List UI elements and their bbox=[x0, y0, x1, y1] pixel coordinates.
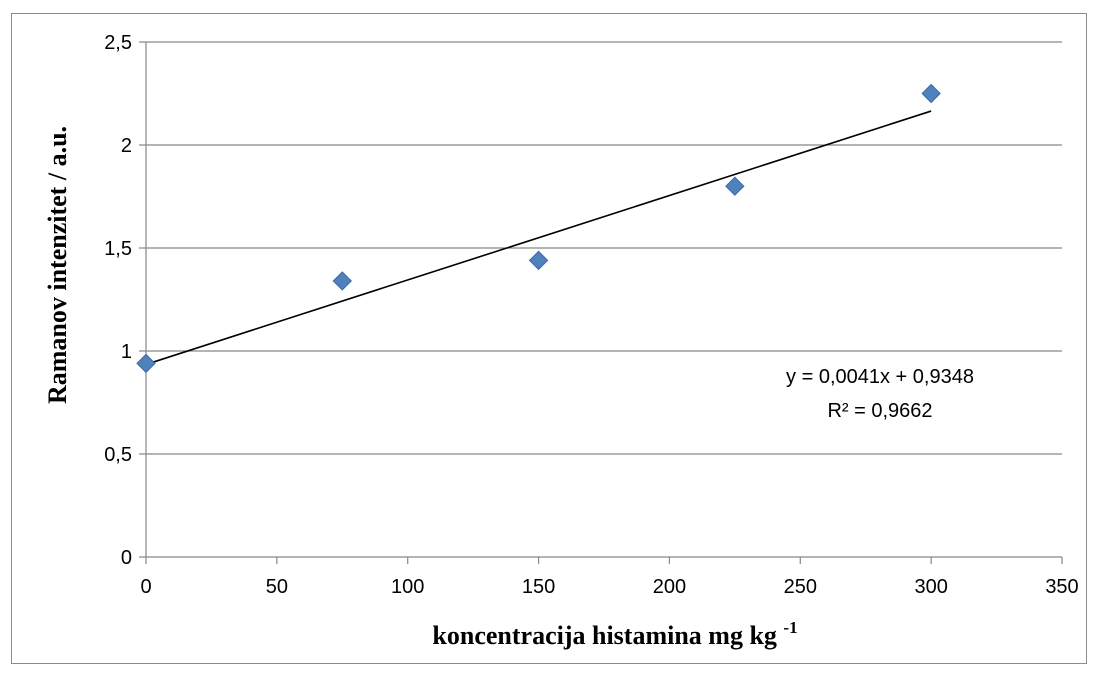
data-point bbox=[137, 354, 155, 372]
data-point bbox=[530, 251, 548, 269]
y-tick-label: 1,5 bbox=[104, 238, 132, 260]
data-point bbox=[726, 177, 744, 195]
y-tick-label: 1 bbox=[121, 341, 132, 363]
y-tick-label: 0,5 bbox=[104, 444, 132, 466]
data-point bbox=[333, 272, 351, 290]
x-tick-labels: 0 50 100 150 200 250 300 350 bbox=[140, 576, 1078, 598]
x-tick-label: 300 bbox=[914, 576, 947, 598]
y-axis-title: Ramanov intenzitet / a.u. bbox=[43, 126, 72, 404]
x-axis-title-text: koncentracija histamina mg kg bbox=[432, 621, 777, 650]
y-tick-label: 2 bbox=[121, 135, 132, 157]
gridlines bbox=[146, 42, 1062, 454]
x-tick-label: 200 bbox=[653, 576, 686, 598]
x-axis-title-superscript: -1 bbox=[783, 618, 797, 637]
trendline-r2: R² = 0,9662 bbox=[827, 400, 932, 422]
x-tick-label: 0 bbox=[140, 576, 151, 598]
x-tick-label: 350 bbox=[1045, 576, 1078, 598]
axes bbox=[139, 42, 1062, 564]
trendline-layer bbox=[146, 111, 931, 364]
x-axis-title: koncentracija histamina mg kg -1 bbox=[432, 618, 797, 650]
x-tick-label: 150 bbox=[522, 576, 555, 598]
y-tick-label: 0 bbox=[121, 547, 132, 569]
x-tick-label: 50 bbox=[266, 576, 288, 598]
x-tick-label: 250 bbox=[784, 576, 817, 598]
data-point bbox=[922, 85, 940, 103]
x-tick-label: 100 bbox=[391, 576, 424, 598]
trendline-equation: y = 0,0041x + 0,9348 bbox=[786, 366, 974, 388]
y-tick-labels: 0 0,5 1 1,5 2 2,5 bbox=[104, 32, 132, 569]
y-tick-label: 2,5 bbox=[104, 32, 132, 54]
trendline bbox=[146, 111, 931, 364]
